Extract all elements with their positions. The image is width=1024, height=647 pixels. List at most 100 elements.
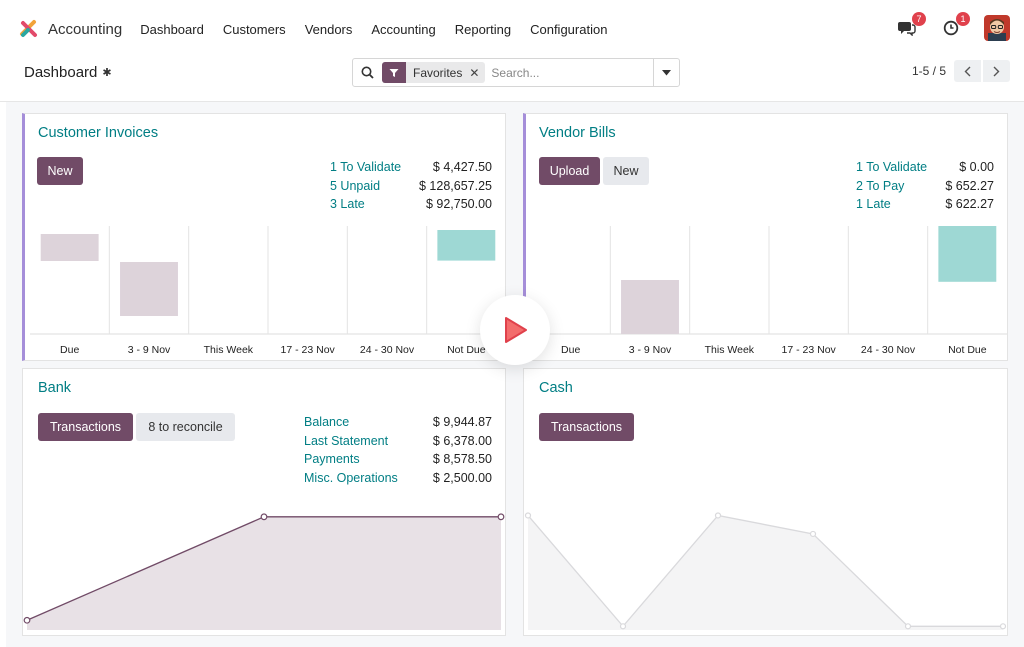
- search-bar: Favorites ✕: [352, 58, 680, 87]
- stat-label[interactable]: 1 Late: [856, 197, 891, 212]
- bank-stats: Balance $ 9,944.87 Last Statement $ 6,378.…: [304, 413, 492, 488]
- stat-label[interactable]: Balance: [304, 415, 350, 429]
- area-fill: [528, 515, 1003, 630]
- search-input[interactable]: [491, 65, 642, 80]
- brand[interactable]: Accounting: [19, 19, 122, 39]
- play-icon: [505, 317, 527, 343]
- x-tick-label: Not Due: [447, 344, 486, 356]
- bank-transactions-button[interactable]: Transactions: [38, 413, 133, 441]
- stat-value: $ 9,944.87: [432, 415, 492, 429]
- pager-previous-button[interactable]: [954, 60, 981, 82]
- activities-button[interactable]: 1: [940, 12, 970, 39]
- stat-row: 5 Unpaid $ 128,657.25: [330, 177, 492, 196]
- pager: 1-5 / 5: [912, 60, 1010, 82]
- search-options-toggle[interactable]: [653, 59, 679, 86]
- pager-value[interactable]: 1-5 / 5: [911, 64, 946, 78]
- invoice-stats: 1 To Validate $ 4,427.50 5 Unpaid $ 128,65…: [330, 158, 492, 214]
- data-point: [524, 512, 532, 519]
- search-icon[interactable]: [353, 66, 381, 79]
- stat-value: $ 4,427.50: [432, 160, 492, 174]
- app-name: Accounting: [48, 20, 123, 38]
- filter-icon: [382, 62, 406, 83]
- stat-label[interactable]: 5 Unpaid: [330, 178, 381, 193]
- data-point: [999, 623, 1007, 630]
- stat-label[interactable]: 1 To Validate: [330, 160, 402, 174]
- menu-accounting[interactable]: Accounting: [371, 21, 436, 37]
- card-title[interactable]: Vendor Bills: [539, 125, 616, 141]
- data-point: [23, 616, 31, 624]
- stat-value: $ 8,578.50: [432, 452, 492, 467]
- data-point: [904, 623, 912, 630]
- data-point: [809, 530, 817, 538]
- x-tick-label: 17 - 23 Nov: [782, 344, 837, 356]
- stat-row: 1 Late $ 622.27: [856, 195, 994, 214]
- data-point: [714, 512, 722, 519]
- facet-label: Favorites: [413, 65, 463, 80]
- bank-card: Bank Transactions 8 to reconcile Balance…: [22, 368, 506, 636]
- x-tick-label: Due: [561, 344, 580, 356]
- menu-reporting[interactable]: Reporting: [454, 21, 512, 37]
- stat-row: Payments $ 8,578.50: [304, 450, 492, 469]
- chevron-right-icon: [993, 66, 1000, 76]
- bank-balance-chart[interactable]: [23, 497, 505, 633]
- reconcile-button[interactable]: 8 to reconcile: [136, 413, 235, 441]
- activities-badge: 1: [956, 12, 970, 26]
- stat-label[interactable]: 1 To Validate: [856, 160, 928, 174]
- new-invoice-button[interactable]: New: [37, 157, 83, 185]
- stat-row: Last Statement $ 6,378.00: [304, 432, 492, 451]
- stat-row: Misc. Operations $ 2,500.00: [304, 469, 492, 488]
- vendor-bills-card: Vendor Bills Upload New 1 To Validate $ 0…: [523, 113, 1008, 361]
- data-point: [497, 513, 505, 521]
- top-navbar: Accounting Dashboard Customers Vendors A…: [0, 0, 1024, 58]
- pager-next-button[interactable]: [983, 60, 1010, 82]
- stat-value: $ 2,500.00: [432, 471, 492, 486]
- stat-row: 3 Late $ 92,750.00: [330, 195, 492, 214]
- bill-stats: 1 To Validate $ 0.00 2 To Pay $ 652.27 1 L…: [856, 158, 994, 214]
- cash-transactions-button[interactable]: Transactions: [539, 413, 634, 441]
- stat-label[interactable]: Payments: [304, 452, 360, 467]
- user-avatar[interactable]: [984, 15, 1010, 41]
- clock-icon: [943, 20, 959, 36]
- stat-label[interactable]: Misc. Operations: [304, 471, 398, 486]
- x-tick-label: 3 - 9 Nov: [629, 344, 672, 356]
- customer-invoices-chart[interactable]: Due 3 - 9 Nov This Week 17 - 23 Nov 24 - 30 …: [30, 226, 506, 360]
- bar: [938, 226, 997, 282]
- messages-badge: 7: [912, 12, 926, 26]
- bar: [120, 262, 178, 316]
- control-panel: Dashboard ✱ Favorites ✕ 1-5 / 5: [0, 58, 1024, 102]
- stat-row: 1 To Validate $ 4,427.50: [330, 158, 492, 177]
- area-fill: [27, 516, 501, 630]
- menu-vendors[interactable]: Vendors: [304, 21, 353, 37]
- accounting-app-icon: [20, 20, 37, 37]
- x-tick-label: This Week: [705, 344, 755, 356]
- upload-button[interactable]: Upload: [539, 157, 600, 185]
- menu-customers[interactable]: Customers: [222, 21, 286, 37]
- card-title[interactable]: Cash: [539, 380, 573, 396]
- play-video-button[interactable]: [480, 295, 550, 365]
- stat-label[interactable]: 2 To Pay: [856, 178, 905, 193]
- menu-dashboard[interactable]: Dashboard: [140, 21, 204, 37]
- gear-icon[interactable]: ✱: [102, 67, 112, 79]
- stat-value: $ 92,750.00: [425, 197, 492, 212]
- x-tick-label: 24 - 30 Nov: [360, 344, 415, 356]
- favorites-facet: Favorites ✕: [382, 62, 486, 83]
- cash-card: Cash Transactions: [523, 368, 1008, 636]
- series-line: [527, 514, 1003, 628]
- close-icon[interactable]: ✕: [469, 65, 480, 80]
- x-tick-label: This Week: [204, 344, 254, 356]
- cash-balance-chart[interactable]: [524, 497, 1007, 633]
- messages-button[interactable]: 7: [896, 12, 926, 39]
- x-tick-label: 24 - 30 Nov: [861, 344, 916, 356]
- stat-label[interactable]: Last Statement: [304, 433, 389, 448]
- stat-value: $ 6,378.00: [432, 433, 492, 448]
- card-title[interactable]: Bank: [38, 380, 72, 396]
- stat-label[interactable]: 3 Late: [330, 197, 365, 212]
- menu-configuration[interactable]: Configuration: [530, 21, 608, 37]
- card-title[interactable]: Customer Invoices: [38, 125, 159, 141]
- dashboard-content: Customer Invoices New 1 To Validate $ 4,4…: [6, 102, 1024, 647]
- stat-value: $ 0.00: [959, 160, 994, 174]
- stat-value: $ 128,657.25: [419, 178, 492, 193]
- new-bill-button[interactable]: New: [603, 157, 649, 185]
- page-title: Dashboard: [24, 64, 98, 81]
- vendor-bills-chart[interactable]: Due 3 - 9 Nov This Week 17 - 23 Nov 24 - 30 …: [531, 226, 1007, 360]
